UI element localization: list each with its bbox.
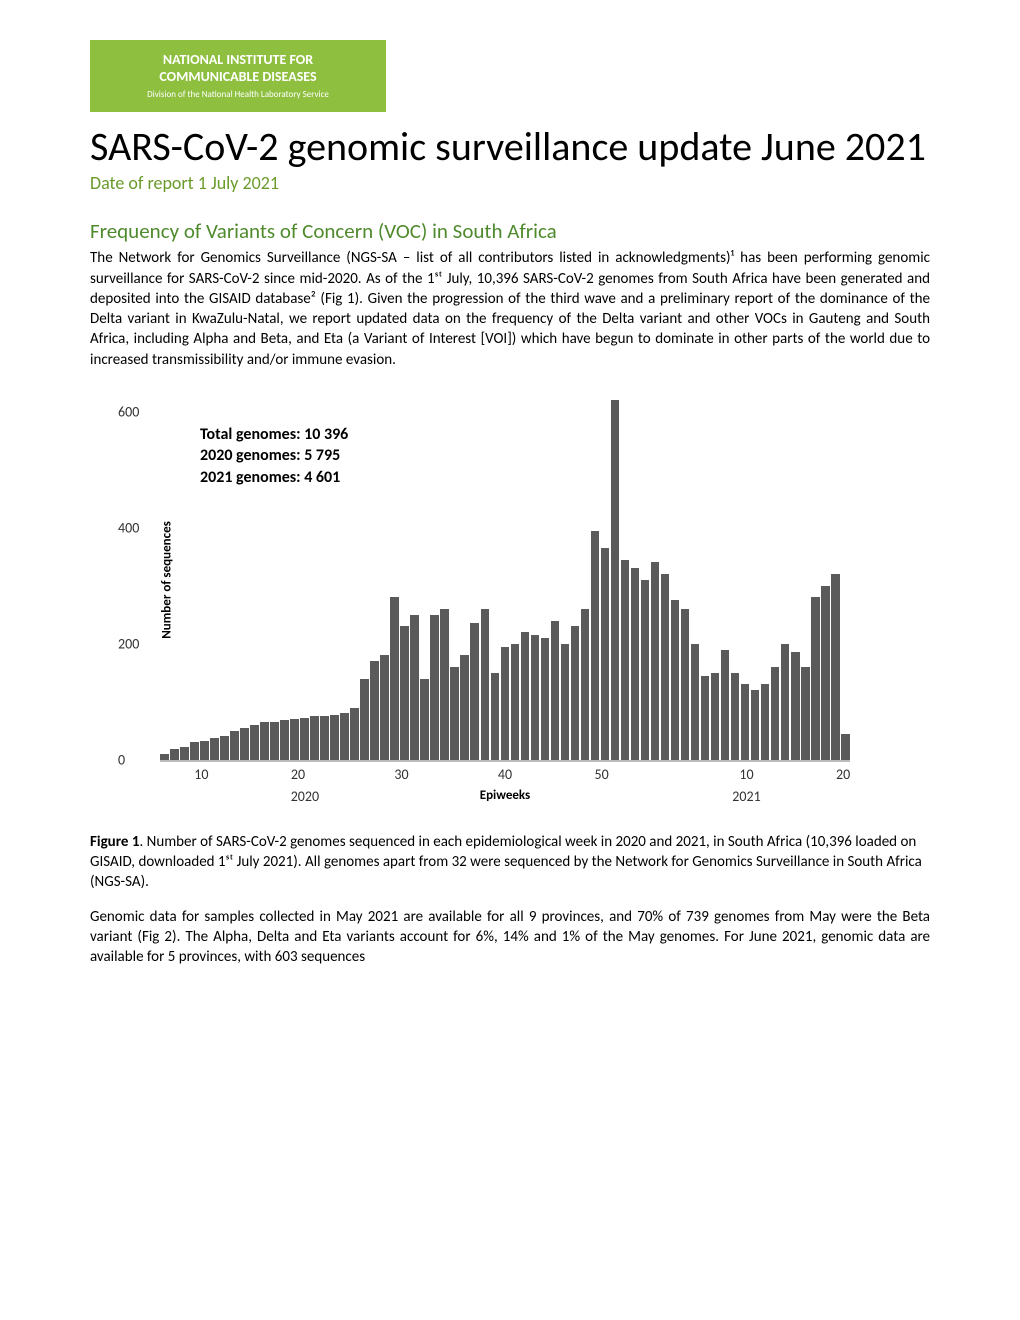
bar <box>581 609 590 760</box>
bar <box>320 716 329 760</box>
xtick: 20 <box>836 766 850 783</box>
bar <box>691 644 700 760</box>
bar <box>681 609 690 760</box>
xtick: 20 <box>291 766 305 783</box>
report-date: Date of report 1 July 2021 <box>90 172 930 194</box>
chart-xaxis: Epiweeks 1020304050102020202021 <box>160 762 850 818</box>
bar <box>310 716 319 760</box>
xtick: 10 <box>739 766 753 783</box>
bar <box>811 597 820 760</box>
bar <box>430 615 439 760</box>
xyear: 2020 <box>291 788 319 805</box>
bar <box>631 568 640 760</box>
bar <box>771 667 780 760</box>
bar <box>551 621 560 760</box>
bar <box>711 673 720 760</box>
xtick: 50 <box>594 766 608 783</box>
bar <box>821 586 830 760</box>
bar <box>831 574 840 760</box>
bar <box>521 632 530 760</box>
bar <box>641 580 650 760</box>
bar <box>591 531 600 760</box>
bar <box>270 722 279 760</box>
bar <box>621 560 630 760</box>
bar <box>210 738 219 760</box>
bar <box>781 644 790 760</box>
bar <box>601 548 610 760</box>
page-title: SARS-CoV-2 genomic surveillance update J… <box>90 124 930 170</box>
bar <box>571 626 580 760</box>
bar <box>340 713 349 759</box>
ytick: 400 <box>118 519 139 536</box>
bar <box>280 720 289 759</box>
bar <box>611 400 620 760</box>
bar <box>741 684 750 759</box>
bar <box>491 673 500 760</box>
bar <box>450 667 459 760</box>
bar <box>170 749 179 759</box>
bar <box>541 638 550 760</box>
chart-plot-area: Number of sequences Total genomes: 10 39… <box>160 400 850 762</box>
bar <box>721 650 730 760</box>
bar <box>731 673 740 760</box>
figure-caption: Figure 1. Number of SARS-CoV-2 genomes s… <box>90 832 930 893</box>
bar <box>460 655 469 760</box>
bar <box>300 718 309 760</box>
xtick: 30 <box>394 766 408 783</box>
logo-line3: Division of the National Health Laborato… <box>108 90 368 101</box>
bar <box>350 708 359 760</box>
org-logo: NATIONAL INSTITUTE FOR COMMUNICABLE DISE… <box>90 40 386 112</box>
logo-line2: COMMUNICABLE DISEASES <box>108 69 368 86</box>
bar <box>701 676 710 760</box>
bar <box>180 747 189 760</box>
bar <box>330 715 339 760</box>
bar <box>380 655 389 760</box>
bar <box>200 741 209 760</box>
closing-paragraph: Genomic data for samples collected in Ma… <box>90 907 930 968</box>
bar <box>260 722 269 760</box>
bar <box>420 679 429 760</box>
bar <box>761 684 770 759</box>
chart-bars <box>160 400 850 760</box>
bar <box>501 647 510 760</box>
bar <box>160 754 169 760</box>
bar <box>751 690 760 760</box>
genome-chart: Number of sequences Total genomes: 10 39… <box>90 400 850 818</box>
bar <box>240 728 249 760</box>
bar <box>250 725 259 760</box>
bar <box>400 626 409 760</box>
figure-caption-text: . Number of SARS-CoV-2 genomes sequenced… <box>90 833 922 892</box>
ytick: 0 <box>118 751 125 768</box>
bar <box>671 600 680 760</box>
bar <box>230 731 239 760</box>
bar <box>841 734 850 760</box>
bar <box>531 635 540 760</box>
figure-label: Figure 1 <box>90 833 139 851</box>
bar <box>410 615 419 760</box>
bar <box>360 679 369 760</box>
chart-xlabel: Epiweeks <box>480 788 531 803</box>
bar <box>661 574 670 760</box>
xyear: 2021 <box>732 788 760 805</box>
intro-paragraph: The Network for Genomics Surveillance (N… <box>90 248 930 370</box>
bar <box>370 661 379 760</box>
bar <box>190 742 199 759</box>
bar <box>481 609 490 760</box>
bar <box>651 562 660 759</box>
logo-line1: NATIONAL INSTITUTE FOR <box>108 52 368 69</box>
bar <box>801 667 810 760</box>
bar <box>470 623 479 759</box>
xtick: 10 <box>194 766 208 783</box>
ytick: 200 <box>118 635 139 652</box>
bar <box>220 736 229 760</box>
bar <box>561 644 570 760</box>
bar <box>791 652 800 759</box>
section-heading: Frequency of Variants of Concern (VOC) i… <box>90 218 930 244</box>
bar <box>440 609 449 760</box>
bar <box>290 719 299 760</box>
xtick: 40 <box>498 766 512 783</box>
bar <box>390 597 399 760</box>
ytick: 600 <box>118 403 139 420</box>
bar <box>511 644 520 760</box>
